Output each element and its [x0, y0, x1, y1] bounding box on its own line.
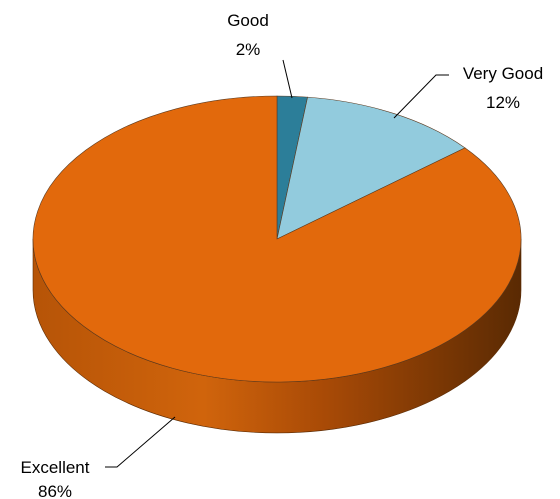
leader-excellent: [105, 416, 176, 468]
label-very-good-value: 12%: [486, 93, 520, 112]
pie-slice-excellent: [32, 95, 522, 383]
label-good-value: 2%: [236, 40, 261, 59]
label-good-name: Good: [227, 11, 269, 30]
label-excellent-name: Excellent: [21, 458, 90, 477]
label-excellent-value: 86%: [38, 482, 72, 499]
label-very-good-name: Very Good: [463, 64, 543, 83]
pie-slice-very-good: [276, 96, 466, 240]
pie-slices: [32, 95, 522, 383]
leader-very-good: [393, 74, 449, 119]
leader-good: [282, 59, 293, 99]
